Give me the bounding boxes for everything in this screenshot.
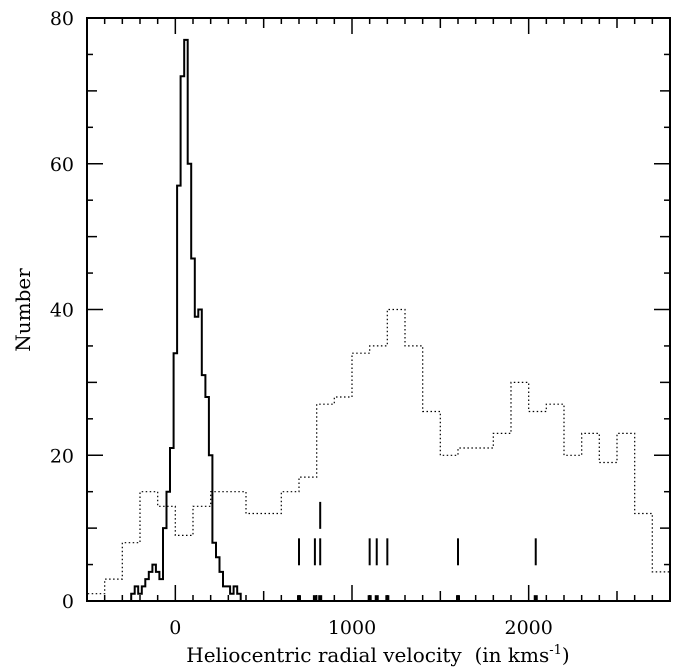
- y-axis-title: Number: [11, 268, 35, 352]
- x-axis-title-sup: -1: [549, 643, 562, 658]
- x-axis-title: Heliocentric radial velocity (in kms-1): [186, 643, 569, 667]
- solid-histogram-series: [130, 38, 245, 602]
- x-axis-title-tail: ): [562, 643, 570, 667]
- y-tick-label: 60: [50, 154, 74, 176]
- y-tick-label: 40: [50, 300, 74, 322]
- y-tick-label: 80: [50, 8, 74, 30]
- y-tick-label: 20: [50, 445, 74, 467]
- x-tick-label: 1000: [328, 617, 376, 639]
- x-tick-label: 2000: [504, 617, 552, 639]
- x-axis-title-main: Heliocentric radial velocity (in kms: [186, 643, 549, 667]
- plot-frame: [86, 17, 671, 602]
- velocity-markers: [297, 501, 538, 601]
- series-layer: [86, 38, 671, 602]
- x-tick-label: 0: [169, 617, 181, 639]
- axis-ticks: [86, 17, 671, 602]
- axis-tick-labels: 0 1000 2000 0 20 40 60 80: [50, 8, 553, 639]
- y-tick-label: 0: [62, 591, 74, 613]
